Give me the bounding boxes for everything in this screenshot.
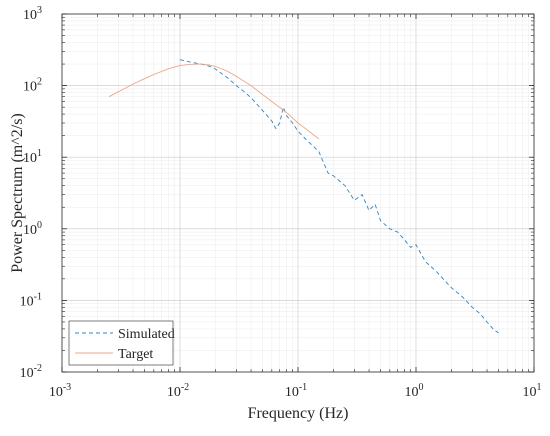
- series-line-target: [108, 63, 320, 140]
- x-tick-label: 10-1: [285, 382, 307, 400]
- x-axis-label: Frequency (Hz): [248, 405, 349, 422]
- x-tick-label: 10-3: [49, 382, 71, 400]
- x-tick-label: 101: [523, 382, 542, 400]
- major-grid: [62, 14, 534, 372]
- x-tick-label: 10-2: [167, 382, 189, 400]
- legend-label-simulated: Simulated: [118, 327, 175, 342]
- y-tick-label: 102: [23, 77, 42, 95]
- legend-label-target: Target: [118, 347, 153, 362]
- y-tick-label: 10-1: [20, 291, 42, 309]
- legend-box: [68, 320, 174, 366]
- y-tick-label: 101: [23, 148, 42, 166]
- series-line-simulated: [179, 59, 499, 334]
- y-tick-label: 10-2: [20, 363, 42, 381]
- y-axis-label: Power Spectrum (m^2/s): [9, 113, 26, 272]
- tick-marks: [61, 13, 535, 373]
- x-tick-label: 100: [405, 382, 424, 400]
- x-tick-labels: 10-3 10-2 10-1 100 101: [49, 382, 542, 400]
- series-layer: [108, 59, 499, 334]
- y-tick-label: 100: [23, 220, 42, 238]
- y-tick-labels: 10-2 10-1 100 101 102 103: [20, 5, 42, 381]
- y-tick-label: 103: [23, 5, 42, 23]
- legend: Simulated Target: [68, 320, 175, 366]
